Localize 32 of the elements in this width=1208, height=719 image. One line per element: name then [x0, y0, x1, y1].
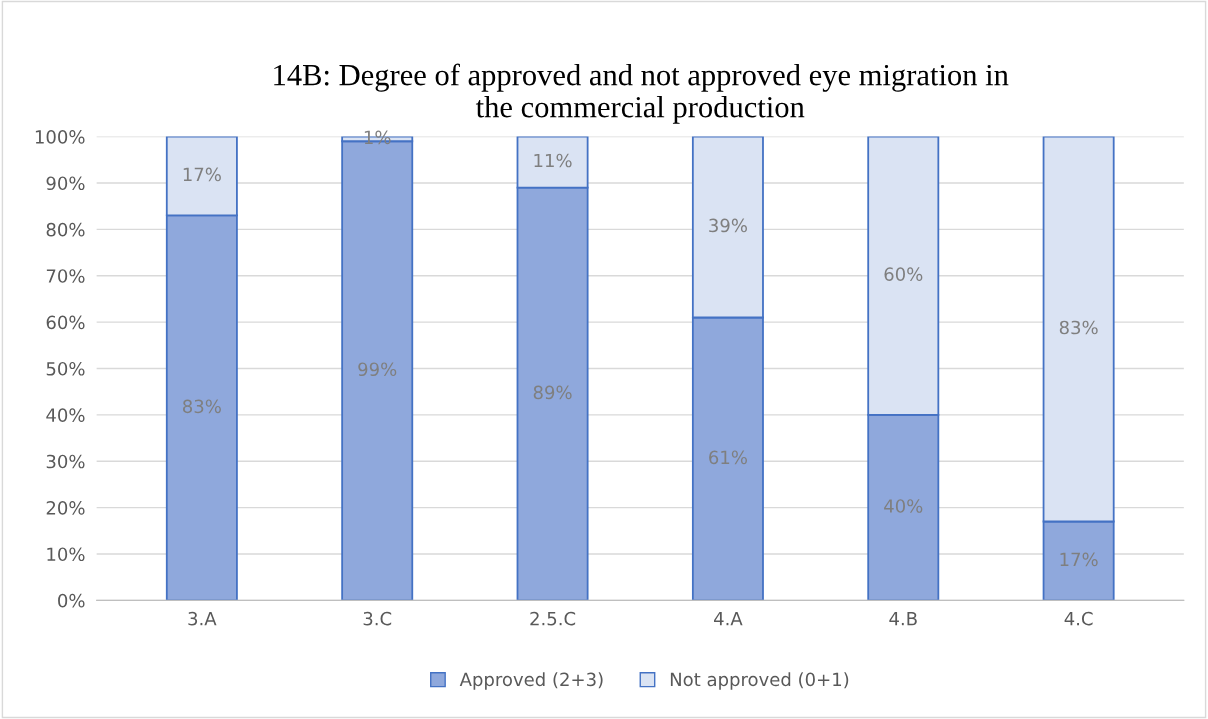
y-tick-label: 50%	[46, 361, 85, 376]
data-label: 60%	[884, 267, 923, 281]
data-label: 83%	[183, 399, 221, 414]
x-tick-label: 4.B	[889, 612, 917, 626]
data-label: 11%	[534, 153, 572, 168]
data-label: 83%	[1059, 320, 1098, 335]
x-tick-label: 4.A	[714, 612, 743, 626]
y-tick-label: 90%	[46, 176, 85, 191]
data-label: 17%	[183, 167, 221, 182]
data-label: 40%	[884, 499, 923, 513]
y-tick-label: 100%	[35, 130, 85, 144]
y-tick-label: 0%	[58, 593, 85, 608]
x-tick-label: 4.C	[1064, 611, 1093, 626]
data-label: 61%	[709, 450, 747, 465]
data-label: 89%	[533, 385, 572, 400]
y-tick-label: 10%	[47, 547, 85, 562]
data-label: 1%	[364, 130, 391, 145]
data-label: 17%	[1060, 552, 1098, 567]
y-tick-label: 60%	[46, 315, 85, 330]
chart-title: 14B: Degree of approved and not approved eye migration in the commercial production	[274, 63, 1009, 124]
y-tick-label: 80%	[46, 222, 85, 237]
data-label: 39%	[709, 218, 747, 233]
legend-label: Not approved (0+1)	[670, 672, 849, 690]
y-tick-label: 70%	[46, 269, 85, 283]
legend-label: Approved (2+3)	[459, 672, 603, 690]
y-tick-label: 40%	[46, 408, 85, 422]
x-tick-label: 3.C	[363, 611, 392, 626]
data-label: 99%	[358, 362, 397, 377]
x-tick-label: 3.A	[188, 611, 217, 626]
y-tick-label: 20%	[46, 501, 85, 515]
y-tick-label: 30%	[46, 454, 85, 469]
x-tick-label: 2.5.C	[530, 611, 576, 626]
